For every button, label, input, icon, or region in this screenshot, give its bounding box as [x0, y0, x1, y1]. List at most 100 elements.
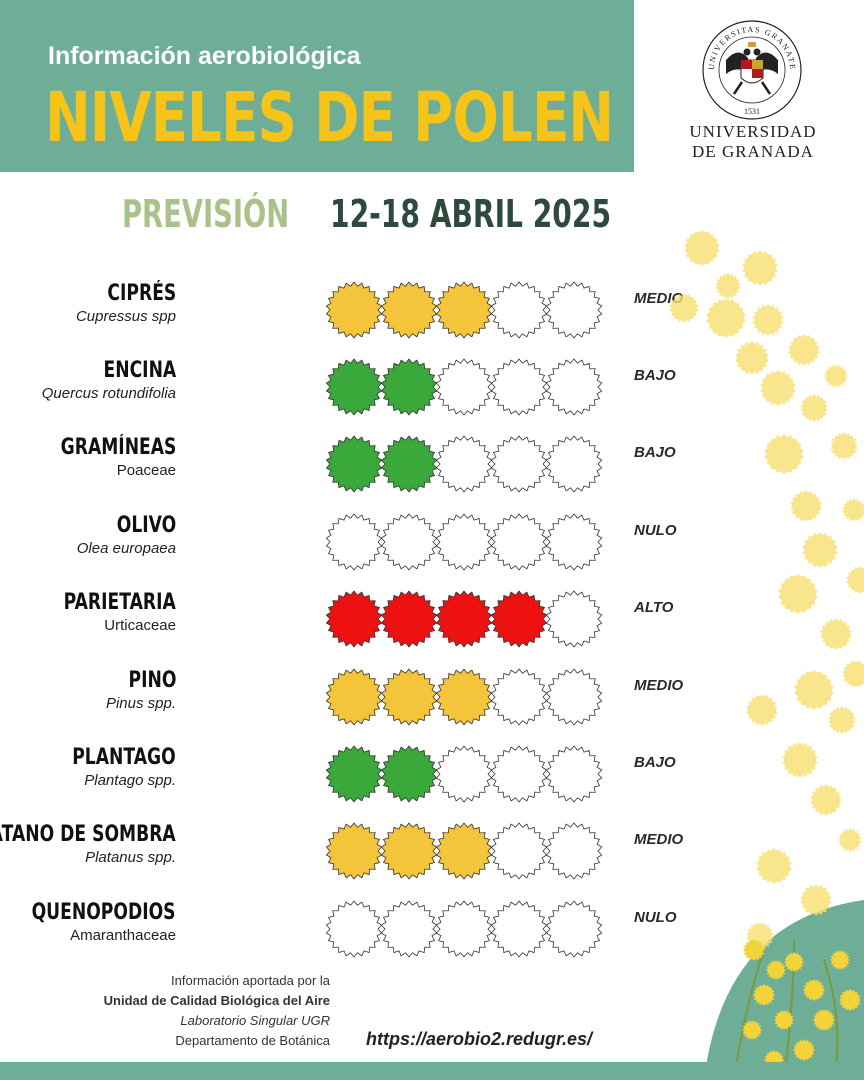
pollen-scientific-name: Olea europaea	[76, 540, 176, 557]
page-title: NIVELES DE POLEN	[45, 78, 614, 158]
pollen-flower-filled	[380, 281, 438, 339]
mimosa-blossom	[838, 828, 862, 852]
mimosa-blossom	[684, 230, 720, 266]
pollen-level-label: BAJO	[634, 367, 676, 384]
pollen-level-meter	[326, 822, 603, 880]
pollen-level-meter	[326, 590, 603, 648]
pollen-flower-empty	[490, 900, 548, 958]
mimosa-blossom	[820, 618, 852, 650]
pollen-flower-filled	[435, 590, 493, 648]
mimosa-blossom	[735, 341, 769, 375]
pollen-common-name: PARIETARIA	[63, 590, 176, 615]
pollen-flower-filled	[380, 358, 438, 416]
pollen-row: GRAMÍNEAS Poaceae BAJO	[0, 435, 760, 508]
mimosa-blossom	[782, 742, 818, 778]
mimosa-blossom	[784, 952, 804, 972]
credits-line-2: Unidad de Calidad Biológica del Aire	[103, 993, 330, 1008]
forecast-label: PREVISIÓN	[122, 192, 290, 236]
mimosa-blossom	[800, 394, 828, 422]
decoration-hill	[704, 900, 864, 1080]
mimosa-blossom	[742, 250, 778, 286]
forecast-dates: 12-18 ABRIL 2025	[330, 192, 612, 236]
university-logo: UNIVERSITAS GRANATENSIS 1531 UNIVERSIDAD…	[678, 18, 828, 168]
pollen-level-meter	[326, 513, 603, 571]
pollen-flower-empty	[545, 281, 603, 339]
pollen-flower-filled	[326, 745, 383, 803]
mimosa-blossom	[788, 334, 820, 366]
mimosa-blossom	[764, 434, 804, 474]
mimosa-decoration-icon	[669, 230, 864, 1080]
pollen-flower-empty	[545, 900, 603, 958]
pollen-flower-empty	[490, 435, 548, 493]
mimosa-blossom	[828, 706, 856, 734]
pollen-flower-empty	[545, 435, 603, 493]
pollen-flower-filled	[326, 358, 383, 416]
pollen-row: QUENOPODIOS Amaranthaceae NULO	[0, 900, 760, 973]
pollen-flower-empty	[545, 358, 603, 416]
pollen-flower-filled	[435, 281, 493, 339]
pollen-row: PLÁTANO DE SOMBRA Platanus spp. MEDIO	[0, 822, 760, 895]
mimosa-blossom	[803, 979, 825, 1001]
pollen-flower-empty	[326, 900, 383, 958]
pollen-flower-filled	[326, 668, 383, 726]
pollen-level-label: ALTO	[634, 599, 674, 616]
mimosa-blossom	[790, 490, 822, 522]
pollen-flower-empty	[435, 900, 493, 958]
mimosa-blossom	[760, 370, 796, 406]
pollen-row: PINO Pinus spp. MEDIO	[0, 668, 760, 741]
mimosa-blossom	[794, 670, 834, 710]
pollen-row: PLANTAGO Plantago spp. BAJO	[0, 745, 760, 818]
pollen-flower-filled	[490, 590, 548, 648]
pollen-level-label: MEDIO	[634, 677, 684, 694]
pollen-common-name: ENCINA	[103, 358, 176, 383]
pollen-level-label: MEDIO	[634, 831, 684, 848]
pollen-scientific-name: Plantago spp.	[84, 772, 176, 789]
pollen-flower-filled	[326, 281, 383, 339]
footer-bar	[0, 1062, 864, 1080]
pollen-flower-empty	[490, 822, 548, 880]
pollen-common-name: PINO	[128, 668, 176, 693]
pollen-flower-filled	[380, 590, 438, 648]
mimosa-blossom	[839, 989, 861, 1011]
pollen-flower-empty	[435, 745, 493, 803]
pollen-level-meter	[326, 745, 603, 803]
logo-line-2: DE GRANADA	[692, 142, 814, 161]
pollen-level-meter	[326, 900, 603, 958]
mimosa-blossom	[752, 304, 784, 336]
pollen-flower-filled	[380, 822, 438, 880]
pollen-row: PARIETARIA Urticaceae ALTO	[0, 590, 760, 663]
pollen-scientific-name: Pinus spp.	[105, 695, 176, 712]
pollen-level-meter	[326, 435, 603, 493]
pollen-scientific-name: Platanus spp.	[85, 849, 176, 866]
mimosa-blossom	[766, 960, 786, 980]
pollen-level-label: NULO	[634, 909, 677, 926]
pollen-common-name: GRAMÍNEAS	[60, 435, 176, 460]
credits: Información aportada por la Unidad de Ca…	[60, 971, 330, 1051]
pollen-flower-filled	[326, 590, 383, 648]
pollen-flower-empty	[380, 513, 438, 571]
pollen-flower-empty	[326, 513, 383, 571]
university-seal-icon: UNIVERSITAS GRANATENSIS 1531	[700, 18, 802, 120]
pollen-flower-empty	[490, 745, 548, 803]
mimosa-blossom	[846, 566, 864, 594]
pollen-scientific-name: Amaranthaceae	[70, 927, 176, 944]
pollen-flower-empty	[380, 900, 438, 958]
mimosa-blossom	[742, 1020, 762, 1040]
pollen-flower-empty	[490, 358, 548, 416]
pollen-common-name: CIPRÉS	[107, 281, 176, 306]
mimosa-blossom	[842, 498, 864, 522]
pollen-flower-filled	[380, 435, 438, 493]
pollen-flower-empty	[545, 822, 603, 880]
mimosa-blossom	[800, 884, 832, 916]
mimosa-blossom	[830, 950, 850, 970]
mimosa-blossom	[706, 298, 746, 338]
mimosa-blossom	[842, 660, 864, 688]
credits-line-4: Departamento de Botánica	[175, 1033, 330, 1048]
pollen-flower-empty	[490, 513, 548, 571]
mimosa-blossom	[743, 939, 765, 961]
website-link[interactable]: https://aerobio2.redugr.es/	[366, 1029, 593, 1049]
svg-text:1531: 1531	[744, 107, 760, 116]
pollen-level-meter	[326, 668, 603, 726]
pollen-common-name: OLIVO	[116, 513, 176, 538]
credits-line-1: Información aportada por la	[171, 973, 330, 988]
